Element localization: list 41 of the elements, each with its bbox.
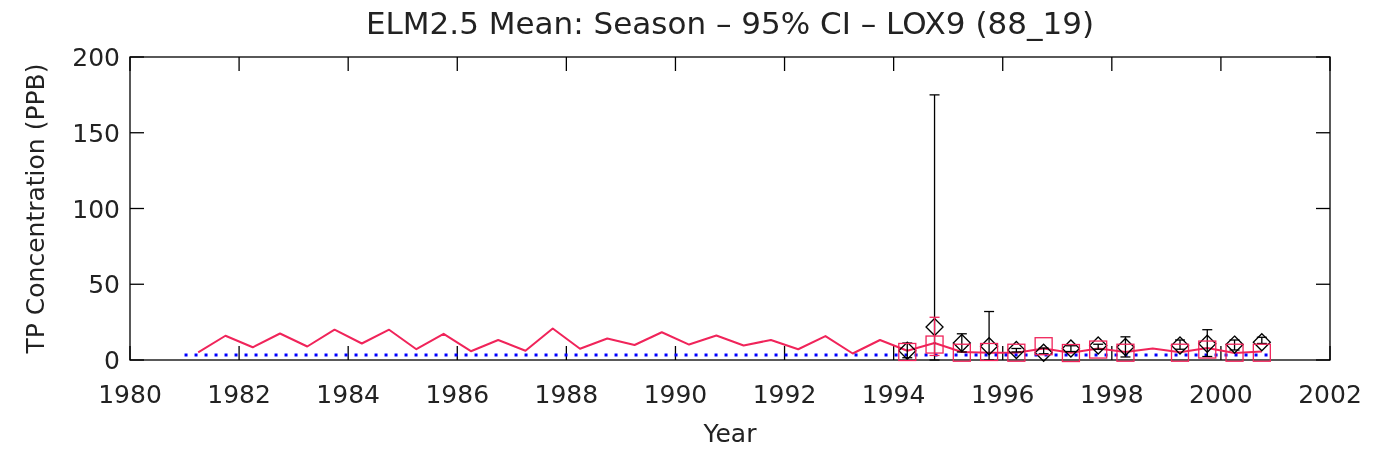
- point: [1170, 343, 1190, 362]
- point: [1225, 343, 1244, 362]
- y-tick-label: 200: [72, 43, 120, 72]
- point: [1089, 340, 1108, 359]
- x-tick-label: 1982: [207, 380, 271, 409]
- point: [925, 335, 944, 354]
- point: [952, 333, 971, 353]
- point: [1198, 340, 1217, 359]
- x-tick-label: 1994: [861, 380, 926, 409]
- y-tick-label: 0: [104, 346, 120, 375]
- x-axis-title: Year: [702, 419, 758, 448]
- y-axis-title: TP Concentration (PPB): [21, 63, 50, 355]
- point: [1034, 337, 1053, 356]
- point: [1225, 335, 1244, 354]
- point: [979, 342, 999, 362]
- x-tick-label: 1990: [643, 380, 708, 409]
- x-tick-label: 1980: [98, 380, 162, 409]
- point: [925, 317, 944, 337]
- x-tick-label: 1984: [316, 380, 380, 409]
- x-tick-label: 1988: [534, 380, 599, 409]
- point: [1116, 343, 1135, 362]
- y-tick-label: 150: [72, 118, 120, 148]
- chart-title: ELM2.5 Mean: Season – 95% CI – LOX9 (88_19): [366, 5, 1094, 41]
- point: [1061, 339, 1081, 358]
- point: [1061, 343, 1081, 363]
- point: [1252, 333, 1271, 352]
- point: [1170, 336, 1190, 355]
- point: [1089, 336, 1108, 355]
- x-tick-label: 2000: [1189, 380, 1253, 409]
- point: [1198, 334, 1217, 353]
- x-tick-label: 2002: [1298, 380, 1362, 409]
- x-tick-label: 1992: [752, 380, 817, 409]
- x-tick-label: 1998: [1080, 380, 1144, 409]
- point: [1034, 343, 1053, 362]
- point: [979, 337, 999, 356]
- y-tick-label: 50: [88, 270, 120, 300]
- x-tick-label: 1996: [970, 380, 1035, 409]
- x-tick-label: 1986: [425, 380, 490, 409]
- y-tick-label: 100: [72, 194, 120, 224]
- point: [952, 343, 971, 362]
- point: [1252, 343, 1271, 362]
